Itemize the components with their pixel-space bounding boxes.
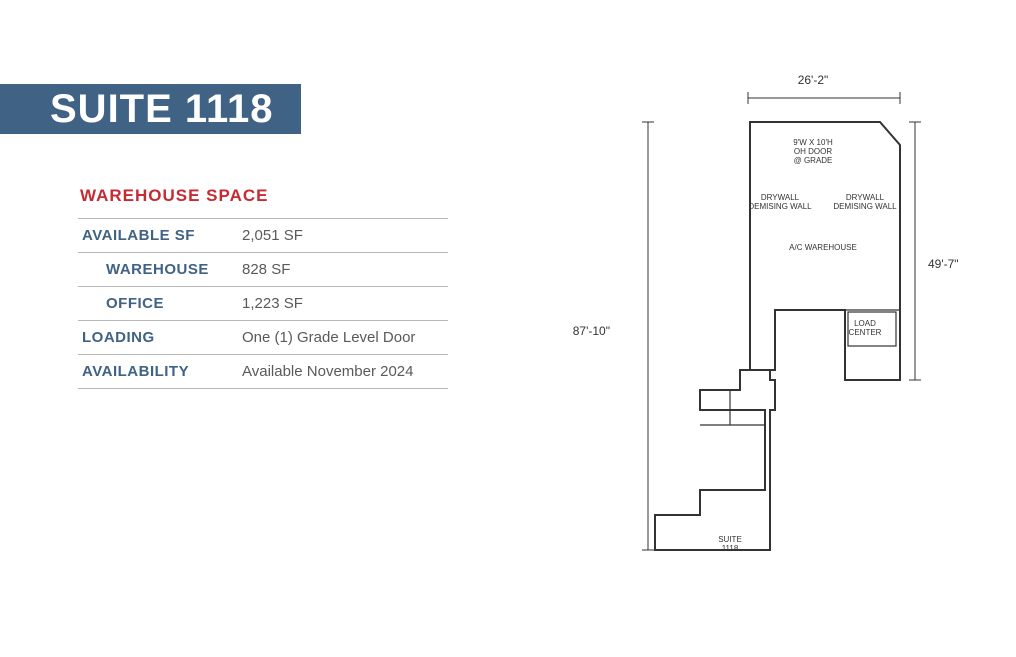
spec-value: One (1) Grade Level Door xyxy=(238,321,448,355)
page-title: SUITE 1118 xyxy=(50,87,273,132)
spec-label: WAREHOUSE xyxy=(78,253,238,287)
spec-label: AVAILABLE SF xyxy=(78,219,238,253)
spec-row: AVAILABILITYAvailable November 2024 xyxy=(78,355,448,389)
spec-row: LOADINGOne (1) Grade Level Door xyxy=(78,321,448,355)
section-title: WAREHOUSE SPACE xyxy=(80,186,269,206)
spec-row: OFFICE1,223 SF xyxy=(78,287,448,321)
svg-text:DRYWALLDEMISING WALL: DRYWALLDEMISING WALL xyxy=(748,193,812,211)
spec-table: AVAILABLE SF2,051 SFWAREHOUSE828 SFOFFIC… xyxy=(78,218,448,389)
svg-text:26'-2": 26'-2" xyxy=(798,73,829,87)
spec-value: Available November 2024 xyxy=(238,355,448,389)
svg-text:87'-10": 87'-10" xyxy=(573,324,610,338)
title-banner: SUITE 1118 xyxy=(0,84,301,134)
spec-label: AVAILABILITY xyxy=(78,355,238,389)
svg-text:A/C WAREHOUSE: A/C WAREHOUSE xyxy=(789,243,857,252)
svg-text:9'W X 10'HOH DOOR@ GRADE: 9'W X 10'HOH DOOR@ GRADE xyxy=(793,138,833,165)
spec-label: LOADING xyxy=(78,321,238,355)
svg-text:LOADCENTER: LOADCENTER xyxy=(849,319,882,337)
spec-value: 828 SF xyxy=(238,253,448,287)
spec-label: OFFICE xyxy=(78,287,238,321)
spec-row: AVAILABLE SF2,051 SF xyxy=(78,219,448,253)
svg-text:49'-7": 49'-7" xyxy=(928,257,959,271)
spec-row: WAREHOUSE828 SF xyxy=(78,253,448,287)
spec-value: 1,223 SF xyxy=(238,287,448,321)
svg-text:SUITE1118: SUITE1118 xyxy=(718,535,742,553)
floorplan-diagram: 26'-2" 49'-7" 87'-10" 9'W X 10'HOH DOOR@ GR… xyxy=(570,70,970,570)
spec-value: 2,051 SF xyxy=(238,219,448,253)
svg-text:DRYWALLDEMISING WALL: DRYWALLDEMISING WALL xyxy=(833,193,897,211)
